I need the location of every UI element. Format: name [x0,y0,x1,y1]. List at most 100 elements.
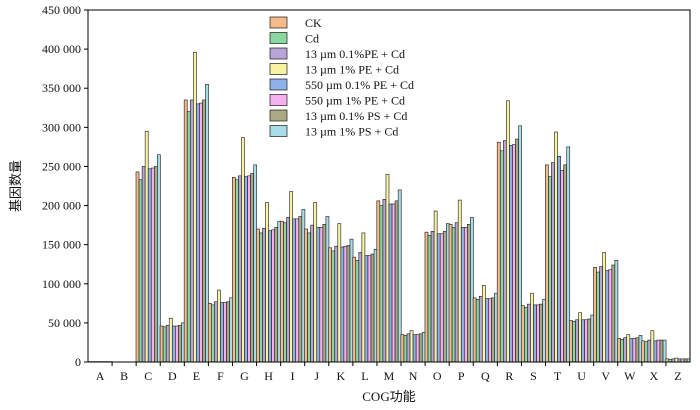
bar-L-series-2 [359,252,362,362]
y-tick-label: 0 [75,355,81,369]
bar-D-series-1 [163,327,166,362]
bar-P-series-1 [452,227,455,362]
y-tick-label: 100 000 [42,277,81,291]
legend-swatch [270,79,287,90]
bar-T-series-5 [561,170,564,362]
bar-R-series-0 [497,142,500,362]
bar-Z-series-3 [675,358,678,362]
bar-L-series-1 [356,260,359,362]
bar-T-series-6 [564,165,567,362]
bar-U-series-5 [585,320,588,362]
bar-V-series-5 [609,270,612,362]
legend-label: CK [305,16,322,30]
bar-E-series-4 [196,104,199,362]
y-tick-label: 150 000 [42,238,81,252]
x-tick-label: Q [481,369,490,383]
x-tick-label: B [120,369,128,383]
x-tick-label: R [505,369,513,383]
bar-O-series-4 [437,234,440,362]
legend-label: Cd [305,32,319,46]
bar-X-series-5 [657,340,660,362]
bar-S-series-6 [540,304,543,362]
y-axis-title: 基因数量 [8,160,23,212]
bar-L-series-6 [371,254,374,362]
bar-I-series-4 [293,219,296,362]
bar-P-series-4 [461,227,464,362]
bar-M-series-3 [386,174,389,362]
bar-P-series-6 [467,224,470,362]
x-tick-label: I [291,369,295,383]
bar-U-series-3 [579,313,582,362]
bar-F-series-5 [223,303,226,362]
bar-M-series-4 [389,204,392,362]
bar-S-series-2 [527,304,530,362]
x-tick-label: N [409,369,418,383]
bar-F-series-6 [227,302,230,362]
bar-X-series-4 [654,341,657,362]
bar-C-series-6 [154,166,157,362]
x-tick-label: U [577,369,586,383]
bar-N-series-0 [401,335,404,362]
bar-V-series-2 [600,267,603,362]
bar-O-series-0 [425,232,428,362]
bar-P-series-0 [449,224,452,362]
bar-J-series-5 [320,227,323,362]
bar-K-series-1 [332,251,335,362]
bar-S-series-3 [530,293,533,362]
bar-C-series-2 [142,166,145,362]
bar-M-series-0 [377,201,380,362]
bar-R-series-2 [503,141,506,362]
bar-G-series-6 [251,173,254,362]
legend-swatch [270,110,287,121]
x-tick-label: T [554,369,562,383]
bar-K-series-4 [341,247,344,362]
bar-T-series-2 [551,163,554,362]
x-tick-label: S [530,369,537,383]
bar-E-series-0 [184,100,187,362]
bar-M-series-6 [395,201,398,362]
bar-S-series-4 [533,305,536,362]
bar-J-series-3 [314,202,317,362]
x-tick-label: A [96,369,105,383]
bar-C-series-5 [151,168,154,362]
bar-U-series-2 [576,320,579,362]
legend-label: 13 µm 1% PS + Cd [305,125,398,139]
bar-V-series-1 [597,272,600,362]
bar-S-series-1 [524,307,527,362]
bar-C-series-3 [145,131,148,362]
y-tick-label: 250 000 [42,159,81,173]
bar-U-series-0 [569,321,572,362]
x-tick-label: D [168,369,177,383]
bar-D-series-2 [166,325,169,362]
bar-N-series-3 [410,331,413,362]
bar-T-series-4 [558,156,561,362]
bar-M-series-2 [383,199,386,362]
legend-label: 550 µm 1% PE + Cd [305,94,405,108]
bar-O-series-5 [440,234,443,362]
x-axis-title: COG功能 [362,389,415,404]
bar-F-series-3 [217,290,220,362]
bar-K-series-0 [329,248,332,362]
x-tick-label: L [361,369,368,383]
bar-M-series-1 [380,206,383,362]
bar-I-series-0 [280,221,283,362]
y-tick-label: 300 000 [42,120,81,134]
bar-L-series-0 [353,257,356,362]
bar-S-series-5 [537,305,540,362]
bar-H-series-6 [275,227,278,362]
bar-D-series-6 [178,325,181,362]
legend-label: 550 µm 0.1% PE + Cd [305,78,414,92]
bar-Q-series-5 [488,299,491,362]
bar-T-series-0 [545,165,548,362]
legend-swatch [270,48,287,59]
bar-W-series-5 [633,339,636,362]
bar-D-series-5 [175,326,178,362]
x-tick-label: W [624,369,636,383]
bar-N-series-1 [404,335,407,362]
x-tick-label: H [264,369,273,383]
bar-E-series-5 [199,103,202,362]
bar-L-series-4 [365,256,368,362]
bar-G-series-1 [235,180,238,362]
x-tick-label: V [601,369,610,383]
bar-T-series-3 [555,132,558,362]
